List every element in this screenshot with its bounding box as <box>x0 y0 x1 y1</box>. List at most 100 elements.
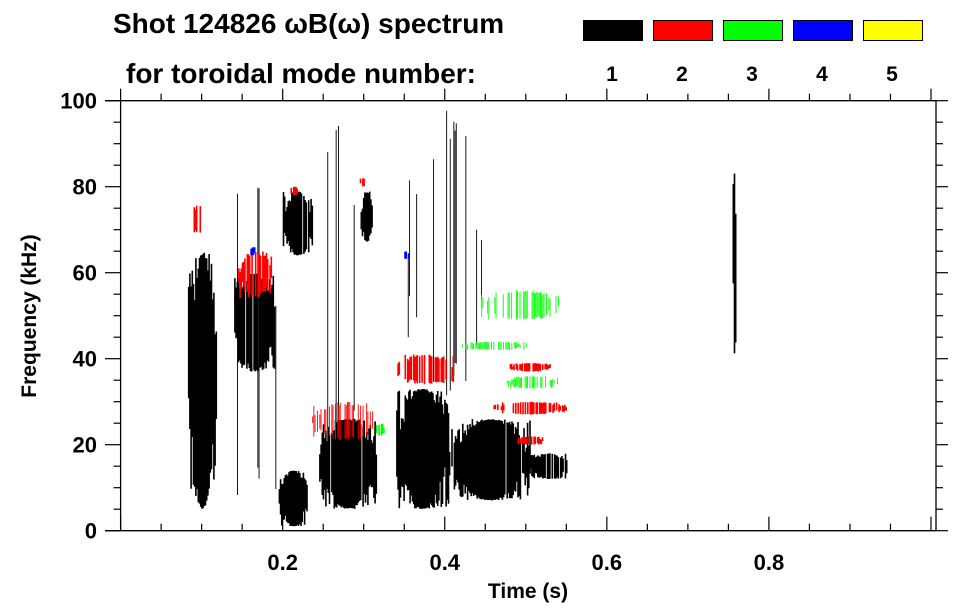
spectral-feature-mode-3 <box>375 423 385 436</box>
spectral-streak-mode-1 <box>335 129 337 486</box>
spectral-streak-mode-1 <box>260 279 263 367</box>
spectral-streak-mode-3 <box>545 376 546 388</box>
spectral-streak-mode-1 <box>474 426 476 495</box>
spectral-streak-mode-1 <box>349 419 351 508</box>
spectral-streak-mode-1 <box>518 435 520 496</box>
spectral-streak-mode-3 <box>516 342 518 348</box>
spectral-streak-mode-2 <box>533 436 535 445</box>
spectral-streak-mode-2 <box>530 436 533 445</box>
spectral-streak-mode-3 <box>380 423 383 436</box>
spectral-streak-mode-1 <box>516 428 518 482</box>
spectral-streak-mode-1 <box>191 270 194 438</box>
spectral-streak-mode-1 <box>483 420 486 500</box>
spectral-streak-mode-1 <box>259 274 261 368</box>
x-tick-label: 0.6 <box>592 550 623 575</box>
spectral-streak-mode-2 <box>493 405 495 410</box>
spectral-streak-mode-3 <box>507 341 509 350</box>
legend-swatch-mode-1 <box>583 20 643 41</box>
spectral-streak-mode-1 <box>305 202 308 250</box>
spectral-streak-mode-1 <box>285 211 287 236</box>
spectral-feature-mode-1 <box>529 453 568 479</box>
spectral-streak-mode-1 <box>541 454 544 479</box>
spectral-streak-mode-2 <box>406 358 409 383</box>
spectral-streak-mode-1 <box>297 471 300 526</box>
spectral-streak-mode-3 <box>536 291 538 318</box>
spectral-streak-mode-1 <box>460 441 463 498</box>
spectral-streak-mode-1 <box>498 420 500 500</box>
spectral-streak-mode-1 <box>319 454 321 482</box>
spectral-streak-mode-2 <box>338 405 340 440</box>
spectral-streak-mode-1 <box>296 472 299 525</box>
spectral-streak-mode-3 <box>515 342 516 350</box>
spectral-streak-mode-3 <box>486 341 488 350</box>
spectral-streak-mode-1 <box>533 454 536 479</box>
spectral-streak-mode-2 <box>549 403 552 413</box>
spectral-streak-mode-1 <box>532 455 534 478</box>
spectral-streak-mode-3 <box>510 380 512 389</box>
spectral-streak-mode-2 <box>544 363 546 370</box>
spectral-streak-mode-1 <box>371 443 374 488</box>
spectral-streak-mode-2 <box>523 437 526 444</box>
spectral-streak-mode-1 <box>371 205 373 228</box>
spectral-streak-mode-1 <box>398 390 401 509</box>
spectral-streak-mode-1 <box>193 368 196 402</box>
spectrogram-marks <box>187 110 737 527</box>
spectral-streak-mode-2 <box>362 405 364 437</box>
spectral-streak-mode-2 <box>540 402 542 414</box>
spectral-streak-mode-3 <box>511 379 513 385</box>
spectral-streak-mode-1 <box>307 200 310 253</box>
spectral-streak-mode-3 <box>517 376 519 387</box>
spectral-streak-mode-2 <box>313 406 315 437</box>
spectral-streak-mode-1 <box>243 282 246 365</box>
spectral-streak-mode-1 <box>264 281 266 363</box>
legend-label-mode-3: 3 <box>746 63 758 86</box>
spectral-feature-mode-2 <box>517 436 544 445</box>
spectral-streak-mode-2 <box>545 402 547 414</box>
spectral-streak-mode-3 <box>552 378 554 388</box>
spectral-streak-mode-2 <box>257 254 259 298</box>
spectral-feature-mode-2 <box>493 401 567 415</box>
spectral-streak-mode-1 <box>463 433 465 485</box>
spectral-streak-mode-1 <box>279 479 282 515</box>
spectral-streak-mode-1 <box>278 489 281 504</box>
spectral-streak-mode-1 <box>304 200 306 252</box>
spectral-streak-mode-1 <box>405 398 408 486</box>
spectral-streak-mode-2 <box>501 402 504 414</box>
spectral-streak-mode-1 <box>333 430 336 509</box>
spectral-streak-mode-3 <box>535 293 537 318</box>
spectral-streak-mode-1 <box>320 444 322 479</box>
spectral-streak-mode-1 <box>368 191 371 236</box>
spectral-streak-mode-2 <box>526 363 528 372</box>
spectral-streak-mode-4 <box>405 251 407 259</box>
spectral-streak-mode-1 <box>449 138 451 391</box>
spectral-streak-mode-3 <box>548 297 550 311</box>
spectral-streak-mode-1 <box>486 420 488 500</box>
spectral-streak-mode-2 <box>331 404 333 436</box>
spectral-streak-mode-1 <box>514 426 517 492</box>
spectral-streak-mode-1 <box>300 193 303 255</box>
spectral-streak-mode-1 <box>539 456 542 478</box>
spectral-streak-mode-1 <box>488 419 490 500</box>
spectral-streak-mode-1 <box>374 421 376 504</box>
spectral-streak-mode-2 <box>294 186 296 195</box>
spectral-streak-mode-3 <box>506 342 508 350</box>
spectral-streak-mode-1 <box>500 420 502 498</box>
spectral-streak-mode-3 <box>524 376 526 389</box>
spectral-streak-mode-2 <box>242 261 245 287</box>
x-axis-label: Time (s) <box>488 580 568 603</box>
spectral-streak-mode-1 <box>270 288 272 347</box>
spectral-streak-mode-2 <box>503 404 505 411</box>
spectral-streak-mode-2 <box>246 254 249 292</box>
spectral-streak-mode-1 <box>297 191 299 256</box>
spectral-streak-mode-1 <box>332 430 334 495</box>
spectral-streak-mode-2 <box>319 414 321 429</box>
spectral-streak-mode-1 <box>448 451 451 476</box>
spectral-streak-mode-2 <box>290 188 292 194</box>
spectral-streak-mode-3 <box>477 342 479 350</box>
spectral-streak-mode-1 <box>490 419 493 501</box>
spectral-streak-mode-1 <box>344 419 346 509</box>
spectral-streak-mode-1 <box>345 419 348 508</box>
spectral-streak-mode-2 <box>538 363 540 371</box>
spectral-streak-mode-3 <box>513 377 515 388</box>
spectral-streak-mode-2 <box>548 402 551 413</box>
